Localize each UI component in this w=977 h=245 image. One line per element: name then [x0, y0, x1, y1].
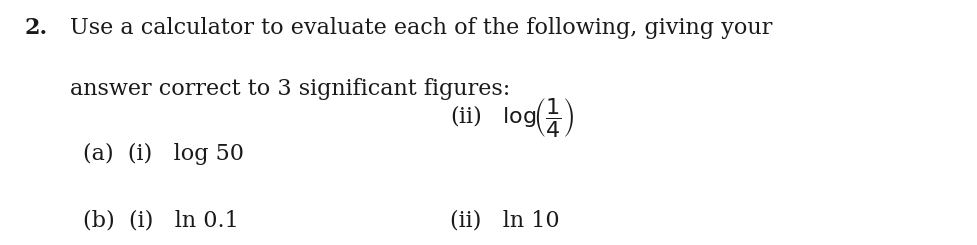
Text: (ii)   $\mathrm{log}\!\left(\dfrac{1}{4}\right)$: (ii) $\mathrm{log}\!\left(\dfrac{1}{4}\r… [449, 96, 573, 139]
Text: (a)  (i)   log 50: (a) (i) log 50 [83, 143, 244, 165]
Text: (ii)   ln 10: (ii) ln 10 [449, 209, 559, 232]
Text: (b)  (i)   ln 0.1: (b) (i) ln 0.1 [83, 209, 238, 232]
Text: 2.: 2. [24, 17, 48, 39]
Text: answer correct to 3 significant figures:: answer correct to 3 significant figures: [70, 78, 510, 100]
Text: Use a calculator to evaluate each of the following, giving your: Use a calculator to evaluate each of the… [70, 17, 772, 39]
